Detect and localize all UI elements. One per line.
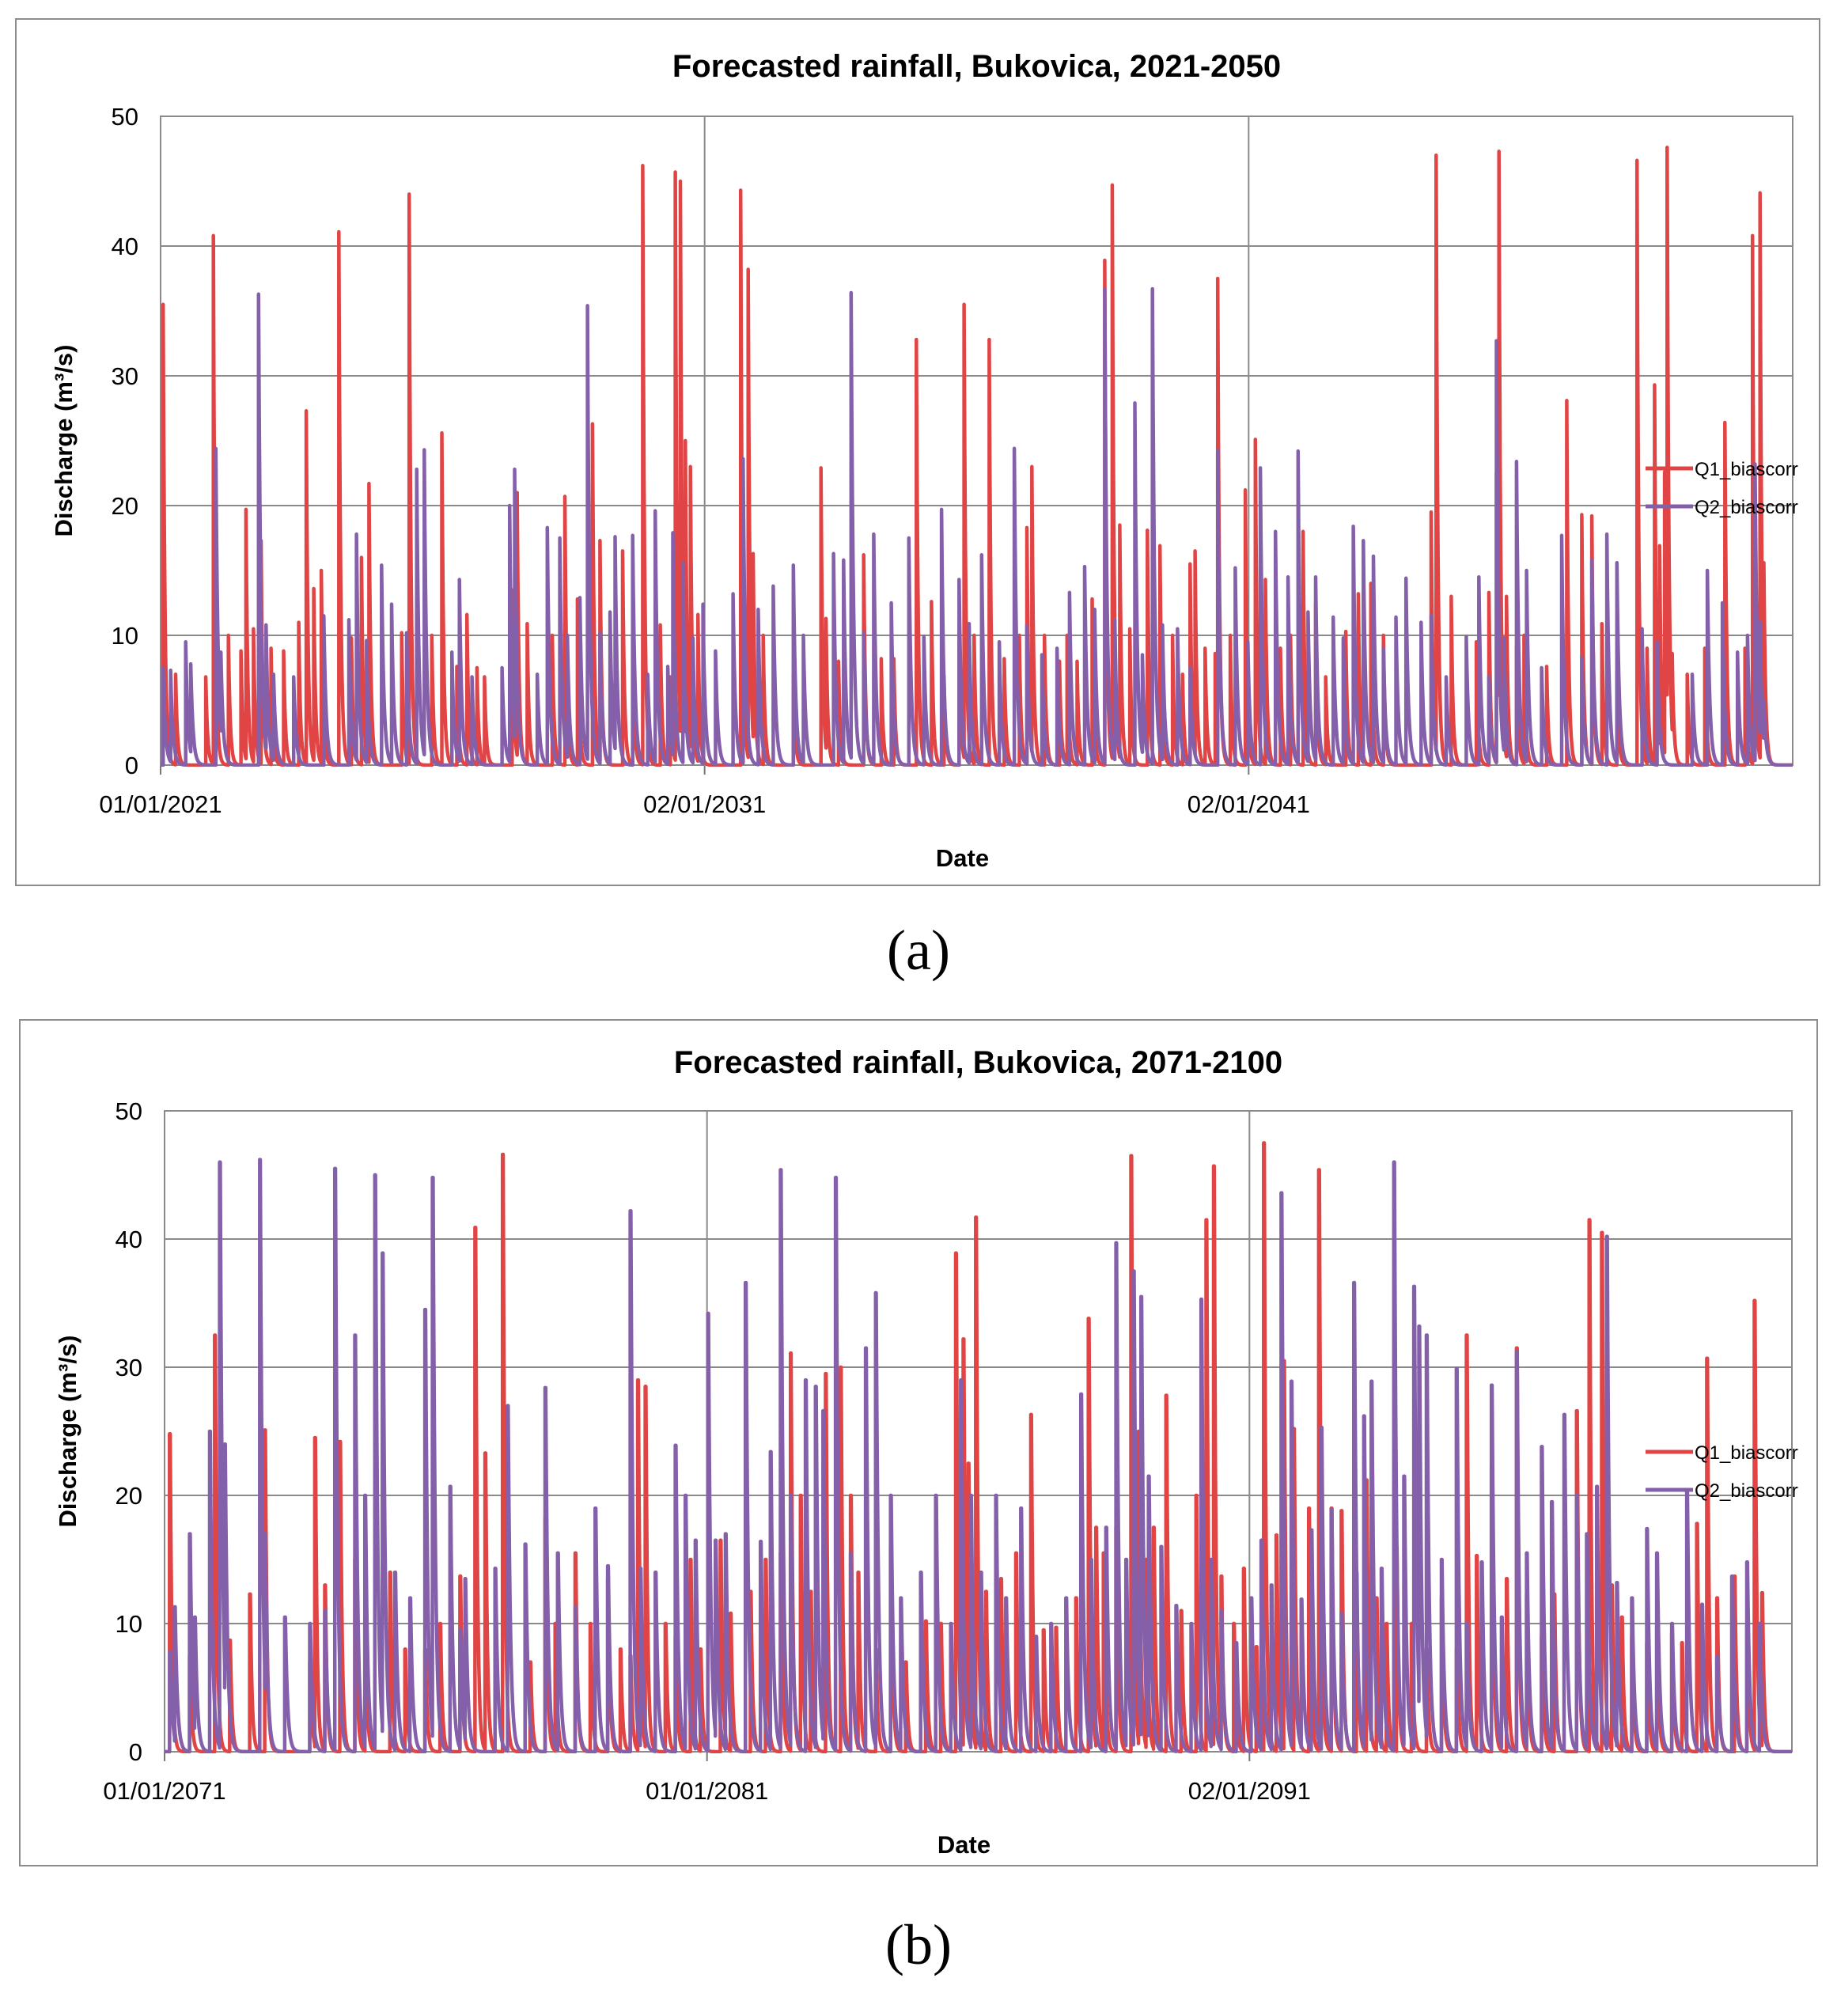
y-tick-label: 10: [112, 622, 138, 650]
y-tick-label: 10: [116, 1610, 142, 1638]
y-tick-label: 50: [112, 103, 138, 131]
y-tick-label: 30: [112, 362, 138, 390]
x-tick-label: 02/01/2031: [643, 790, 766, 818]
legend-label: Q2_biascorr: [1695, 497, 1798, 518]
series-line-q2-biascorr: [161, 286, 1793, 767]
y-axis-label: Discharge (m³/s): [54, 1336, 81, 1528]
y-tick-label: 0: [125, 752, 138, 779]
panel-b: Forecasted rainfall, Bukovica, 2071-2100…: [0, 1009, 1837, 2016]
legend-label: Q2_biascorr: [1695, 1480, 1798, 1502]
x-axis-label: Date: [936, 844, 989, 872]
caption-b: (b): [885, 1913, 952, 1976]
y-tick-label: 40: [112, 233, 138, 260]
x-tick-label: 02/01/2091: [1188, 1777, 1311, 1805]
series-line-q2-biascorr: [165, 1158, 1792, 1753]
x-tick-label: 02/01/2041: [1187, 790, 1310, 818]
chart-a: Forecasted rainfall, Bukovica, 2021-2050…: [15, 18, 1820, 886]
x-tick-label: 01/01/2071: [103, 1777, 225, 1805]
y-tick-label: 20: [116, 1482, 142, 1510]
plot-area-border: [160, 116, 1793, 766]
chart-b: Forecasted rainfall, Bukovica, 2071-2100…: [19, 1019, 1818, 1866]
caption-a: (a): [887, 919, 950, 982]
panel-a: Forecasted rainfall, Bukovica, 2021-2050…: [15, 18, 1820, 982]
x-tick-label: 01/01/2021: [99, 790, 222, 818]
chart-title: Forecasted rainfall, Bukovica, 2021-2050: [672, 49, 1281, 84]
legend-label: Q1_biascorr: [1695, 1442, 1798, 1464]
chart-title: Forecasted rainfall, Bukovica, 2071-2100: [674, 1045, 1282, 1080]
legend-label: Q1_biascorr: [1695, 459, 1798, 480]
series-line-q1-biascorr: [161, 146, 1793, 767]
plot-area-border: [164, 1110, 1793, 1753]
x-tick-label: 01/01/2081: [646, 1777, 768, 1805]
y-tick-label: 30: [116, 1354, 142, 1381]
y-tick-label: 0: [129, 1738, 142, 1766]
x-axis-label: Date: [937, 1831, 990, 1859]
y-axis-label: Discharge (m³/s): [50, 345, 78, 537]
y-tick-label: 40: [116, 1226, 142, 1253]
y-tick-label: 20: [112, 492, 138, 520]
y-tick-label: 50: [116, 1097, 142, 1125]
